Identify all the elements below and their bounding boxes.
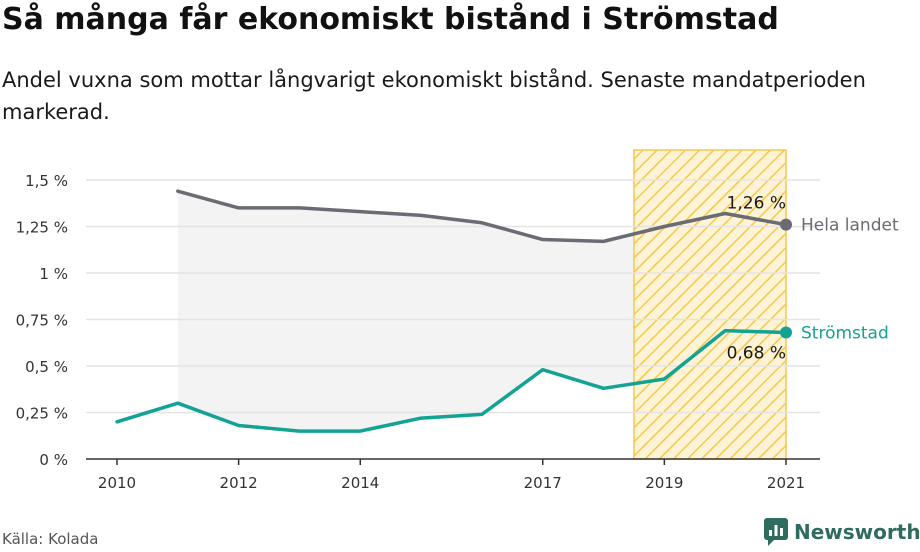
x-tick-label: 2012	[220, 474, 258, 492]
stromstad-value-label: 0,68 %	[727, 344, 786, 364]
newsworthy-logo-icon	[764, 518, 788, 546]
x-tick-label: 2017	[524, 474, 562, 492]
stromstad-point	[602, 386, 606, 390]
x-tick-label: 2021	[767, 474, 805, 492]
stromstad-point	[419, 416, 423, 420]
stromstad-point	[662, 377, 666, 381]
hela-landet-end-marker	[780, 218, 792, 231]
stromstad-point	[297, 429, 301, 433]
x-tick-label: 2010	[98, 474, 136, 492]
hela-landet-point	[237, 206, 241, 210]
brand-name: Newsworthy	[794, 520, 920, 544]
hela-landet-point	[662, 225, 666, 229]
x-tick-label: 2014	[341, 474, 379, 492]
stromstad-line	[115, 328, 788, 433]
x-tick-label: 2019	[645, 474, 683, 492]
hela-landet-line	[176, 189, 788, 244]
y-tick-label: 1 %	[39, 265, 68, 283]
brand-logo: Newsworthy	[764, 518, 920, 546]
hela-landet-point	[358, 210, 362, 214]
stromstad-point	[237, 424, 241, 428]
source-note: Källa: Kolada	[2, 530, 99, 548]
y-tick-label: 0,75 %	[16, 312, 68, 330]
hela-landet-value-label: 1,26 %	[727, 194, 786, 214]
chart-title: Så många får ekonomiskt bistånd i Ströms…	[2, 2, 779, 37]
y-tick-label: 1,5 %	[25, 172, 68, 190]
stromstad-series-label: Strömstad	[801, 324, 889, 344]
hela-landet-point	[541, 238, 545, 242]
y-tick-label: 0 %	[39, 451, 68, 469]
hela-landet-point	[176, 189, 180, 193]
hela-landet-point	[297, 206, 301, 210]
y-tick-label: 1,25 %	[16, 219, 68, 237]
highlight-period	[633, 149, 787, 460]
hela-landet-series-label: Hela landet	[801, 216, 899, 236]
chart-subtitle: Andel vuxna som mottar långvarigt ekonom…	[2, 68, 866, 124]
y-tick-label: 0,25 %	[16, 405, 68, 423]
hela-landet-point	[602, 239, 606, 243]
stromstad-point	[115, 420, 119, 424]
stromstad-point	[723, 329, 727, 333]
stromstad-point	[480, 412, 484, 416]
stromstad-point	[541, 368, 545, 372]
stromstad-end-marker	[780, 326, 792, 339]
y-tick-label: 0,5 %	[25, 358, 68, 376]
stromstad-point	[176, 401, 180, 405]
hela-landet-point	[480, 221, 484, 225]
stromstad-point	[358, 429, 362, 433]
hela-landet-point	[419, 213, 423, 217]
